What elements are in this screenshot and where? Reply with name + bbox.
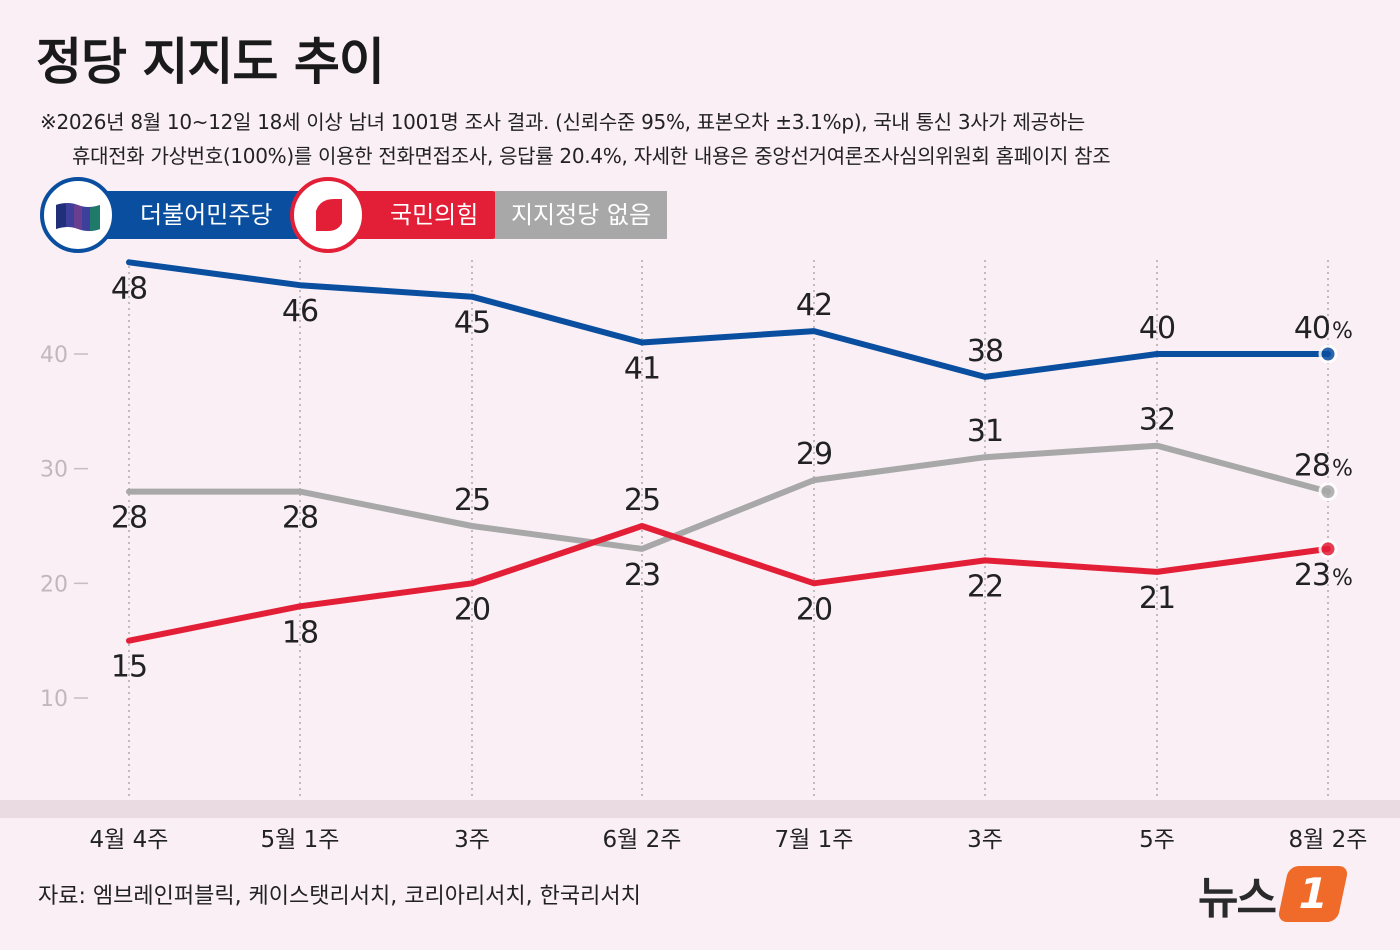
data-label: 25 xyxy=(624,483,660,518)
chart-title: 정당 지지도 추이 xyxy=(36,33,385,91)
data-label: 29 xyxy=(796,437,832,472)
data-label: 46 xyxy=(282,294,318,329)
data-label: 20 xyxy=(796,592,832,627)
brand-mark: 1 xyxy=(1277,866,1349,922)
line-chart: 10 20 30 40 4월 4주 5월 1주 3주 6월 2주 7월 1주 3주 5주 8월 2주 4… xyxy=(0,259,1400,853)
data-label: 22 xyxy=(967,569,1003,604)
x-tick-label: 5주 xyxy=(1139,827,1175,853)
data-label: 28 xyxy=(282,501,318,536)
survey-note-line-1: ※2026년 8월 10~12일 18세 이상 남녀 1001명 조사 결과. … xyxy=(40,110,1085,134)
data-label: 45 xyxy=(454,306,490,341)
data-label: 25 xyxy=(454,483,490,518)
data-source: 자료: 엠브레인퍼블릭, 케이스탯리서치, 코리아리서치, 한국리서치 xyxy=(38,884,641,909)
survey-note-line-2: 휴대전화 가상번호(100%)를 이용한 전화면접조사, 응답률 20.4%, … xyxy=(72,144,1111,168)
x-tick-label: 5월 1주 xyxy=(261,827,340,853)
series-line-1 xyxy=(126,523,1331,644)
series-line-2 xyxy=(126,442,1331,552)
data-label-unit: % xyxy=(1332,457,1353,482)
x-axis-band xyxy=(0,800,1400,818)
data-label: 28 xyxy=(111,501,147,536)
legend-label-no-party: 지지정당 없음 xyxy=(495,191,667,239)
data-label: 23 xyxy=(1294,558,1330,593)
x-tick-label: 3주 xyxy=(454,827,490,853)
series-line-0 xyxy=(126,259,1331,380)
data-label: 32 xyxy=(1139,403,1175,438)
data-label: 28 xyxy=(1294,449,1330,484)
series-end-point-0 xyxy=(1318,344,1338,364)
x-tick-label: 7월 1주 xyxy=(775,827,854,853)
y-tick-label: 40 xyxy=(40,343,68,368)
data-label: 21 xyxy=(1139,581,1175,616)
series-end-point-1 xyxy=(1318,539,1338,559)
series-end-point-2 xyxy=(1318,482,1338,502)
x-tick-label: 6월 2주 xyxy=(603,827,682,853)
data-label: 23 xyxy=(624,558,660,593)
data-label-unit: % xyxy=(1332,566,1353,591)
data-label: 15 xyxy=(111,650,147,685)
data-label-unit: % xyxy=(1332,319,1353,344)
x-tick-label: 4월 4주 xyxy=(90,827,169,853)
data-label: 41 xyxy=(624,352,660,387)
x-tick-label: 3주 xyxy=(967,827,1003,853)
x-tick-label: 8월 2주 xyxy=(1289,827,1368,853)
people-power-party-logo-icon xyxy=(290,177,366,253)
democratic-party-logo-icon xyxy=(40,177,116,253)
y-tick-label: 30 xyxy=(40,458,68,483)
data-label: 40 xyxy=(1139,311,1175,346)
data-label: 38 xyxy=(967,334,1003,369)
data-label: 18 xyxy=(282,615,318,650)
news1-logo: 뉴스 1 xyxy=(1198,862,1349,926)
data-label: 48 xyxy=(111,271,147,306)
data-label: 31 xyxy=(967,414,1003,449)
data-label: 20 xyxy=(454,592,490,627)
y-tick-label: 20 xyxy=(40,572,68,597)
y-tick-label: 10 xyxy=(40,687,68,712)
brand-text: 뉴스 xyxy=(1198,873,1277,924)
data-label: 40 xyxy=(1294,311,1330,346)
data-label: 42 xyxy=(796,288,832,323)
